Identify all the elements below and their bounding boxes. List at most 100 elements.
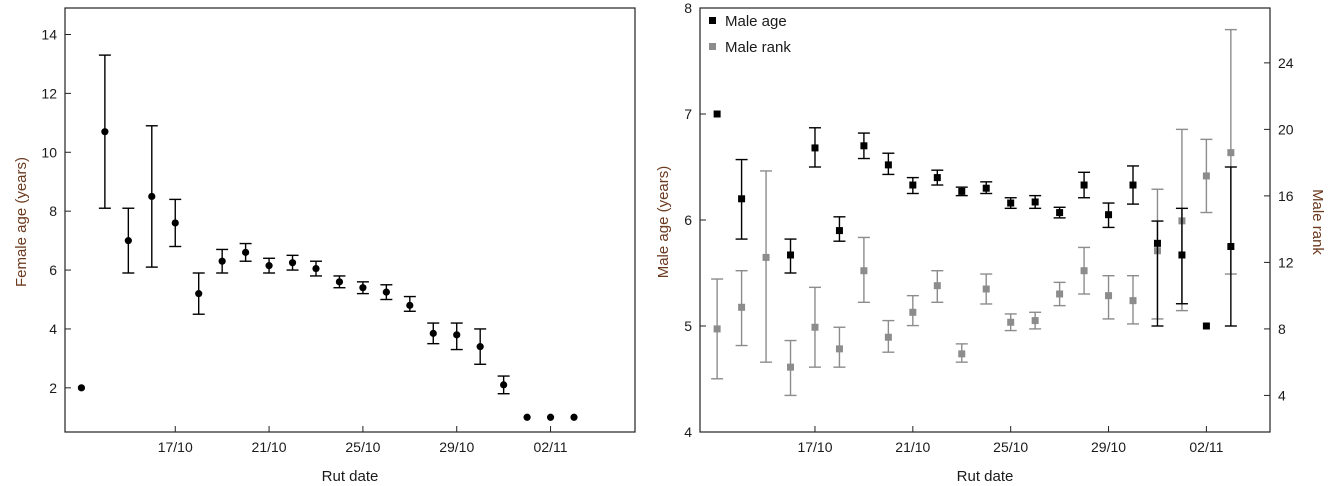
male-age-point [909, 181, 917, 189]
female-age-point [476, 343, 484, 351]
male-rank-point [811, 323, 819, 331]
female-age-point [265, 262, 273, 270]
right-y2-tick-label: 4 [1278, 387, 1286, 403]
male-age-point [884, 161, 892, 169]
male-rank-point [1056, 290, 1064, 298]
male-rank-point [1202, 172, 1210, 180]
left-x-tick-label: 29/10 [439, 439, 474, 455]
left-y-tick-label: 12 [41, 85, 57, 101]
female-age-chart: 2 4 6 8 10 12 14 17/10 21/10 25/10 29/10 02/11 Fema… [13, 7, 636, 485]
female-age-point [429, 329, 437, 337]
male-rank-point [982, 285, 990, 293]
female-age-point [101, 128, 109, 136]
male-age-point [1031, 198, 1039, 206]
right-y2-tick-label: 20 [1278, 121, 1294, 137]
male-age-point [1007, 199, 1015, 207]
female-age-point [359, 284, 367, 292]
male-rank-point [1227, 149, 1235, 157]
female-age-point [124, 237, 132, 245]
male-rank-point [1031, 317, 1039, 325]
male-age-point [933, 174, 941, 182]
right-axis-ticks: 4 5 6 7 8 4 8 12 16 20 24 17/10 21/10 25/10 29/10 02/11 [684, 0, 1294, 455]
legend: Male age Male rank [709, 13, 791, 56]
male-rank-point [1007, 318, 1015, 326]
left-axis-ticks: 2 4 6 8 10 12 14 17/10 21/10 25/10 29/10 02/11 [41, 27, 567, 456]
right-y2-axis-label: Male rank [1309, 189, 1326, 255]
female-age-point [171, 219, 179, 227]
male-rank-point [860, 267, 868, 275]
left-y-tick-label: 4 [49, 321, 57, 337]
left-y-tick-label: 2 [49, 380, 57, 396]
female-age-point [312, 264, 320, 273]
male-age-point [1080, 181, 1088, 189]
male-rank-point [884, 333, 892, 341]
female-age-point [382, 288, 390, 296]
female-age-point [195, 290, 203, 298]
right-x-tick-label: 29/10 [1091, 439, 1126, 455]
left-x-tick-label: 25/10 [345, 439, 380, 455]
male-age-point [982, 184, 990, 192]
left-y-tick-label: 10 [41, 144, 57, 160]
legend-swatch-male-age [709, 17, 716, 24]
female-age-point [288, 259, 297, 267]
right-y-tick-label: 6 [684, 212, 692, 228]
left-data-marks [77, 54, 578, 421]
right-y-tick-label: 8 [684, 0, 692, 16]
left-x-tick-label: 02/11 [534, 439, 568, 455]
right-y2-tick-label: 16 [1278, 188, 1294, 204]
female-age-point [148, 192, 156, 201]
right-y2-tick-label: 24 [1278, 55, 1294, 71]
male-rank-point [1105, 292, 1113, 300]
male-rank-point [1080, 267, 1088, 275]
male-rank-point [958, 350, 966, 358]
male-age-point [1129, 181, 1137, 189]
right-x-tick-label: 25/10 [993, 439, 1028, 455]
female-age-point [242, 248, 250, 256]
male-rank-point [787, 363, 795, 371]
right-x-axis-label: Rut date [957, 468, 1014, 485]
male-age-point [1153, 239, 1161, 247]
male-age-point [1202, 322, 1210, 330]
female-age-point [546, 413, 555, 421]
right-y-tick-label: 5 [684, 318, 692, 334]
female-age-point [335, 278, 344, 286]
male-rank-point [835, 345, 843, 353]
male-age-point [1105, 211, 1113, 219]
female-age-point [523, 413, 531, 421]
right-y-tick-label: 4 [684, 424, 692, 440]
male-age-point [958, 187, 966, 195]
right-y2-tick-label: 12 [1278, 254, 1294, 270]
male-rank-point [933, 282, 941, 290]
male-age-point [1056, 209, 1064, 217]
female-age-point [570, 413, 578, 421]
male-age-point [835, 227, 843, 235]
right-y-tick-label: 7 [684, 106, 692, 122]
male-age-point [1178, 251, 1186, 259]
female-age-point [406, 301, 414, 309]
right-y2-tick-label: 8 [1278, 321, 1286, 337]
legend-label-male-age: Male age [725, 13, 787, 30]
male-rank-point [713, 325, 721, 333]
left-y-axis-label: Female age (years) [13, 157, 30, 287]
left-y-tick-label: 8 [49, 203, 57, 219]
female-age-point [77, 384, 86, 392]
female-age-point [453, 331, 461, 339]
right-data-marks [711, 28, 1237, 397]
right-x-tick-label: 02/11 [1189, 439, 1223, 455]
male-rank-point [738, 303, 746, 311]
legend-label-male-rank: Male rank [725, 39, 791, 56]
male-age-point [738, 195, 746, 203]
left-x-tick-label: 17/10 [158, 439, 193, 455]
male-age-point [787, 251, 795, 259]
legend-swatch-male-rank [709, 43, 716, 50]
female-age-point [218, 257, 226, 265]
right-y-axis-label: Male age (years) [655, 166, 672, 279]
male-age-rank-chart: 4 5 6 7 8 4 8 12 16 20 24 17/10 21/10 25/10 29/10 02/11… [655, 0, 1326, 485]
right-x-tick-label: 17/10 [797, 439, 832, 455]
male-age-point [713, 110, 721, 118]
left-x-axis-label: Rut date [322, 468, 379, 485]
male-rank-point [1129, 297, 1137, 305]
female-age-point [500, 381, 508, 389]
left-y-tick-label: 14 [41, 27, 57, 43]
